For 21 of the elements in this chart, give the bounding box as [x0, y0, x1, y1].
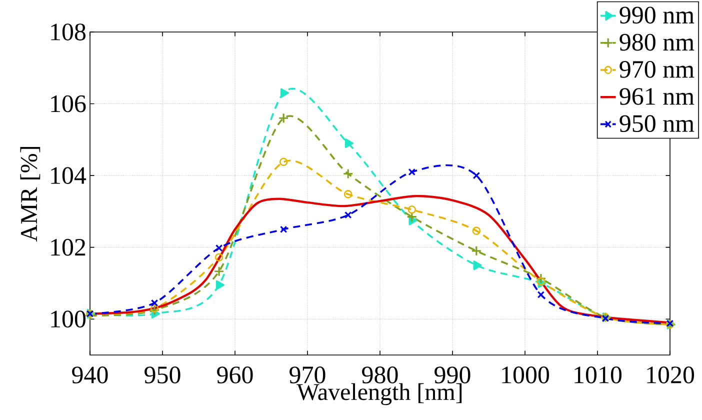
- legend-label: 950 nm: [620, 115, 694, 132]
- legend-label: 990 nm: [620, 6, 694, 24]
- y-tick-label: 106: [51, 95, 86, 112]
- x-tick-label: 960: [217, 366, 253, 384]
- x-tick-label: 950: [144, 366, 180, 384]
- x-tick-label: 980: [362, 366, 398, 384]
- x-axis-title: Wavelength [nm]: [296, 383, 462, 406]
- x-tick-label: 1000: [502, 366, 550, 384]
- legend-label: 961 nm: [620, 88, 694, 105]
- x-tick-label: 970: [290, 366, 326, 384]
- x-tick-label: 1020: [647, 366, 694, 384]
- y-tick-label: 104: [51, 167, 86, 184]
- x-tick-label: 1010: [574, 366, 622, 384]
- y-axis-title: AMR [%]: [20, 146, 40, 242]
- y-tick-label: 102: [51, 238, 86, 256]
- legend-label: 970 nm: [620, 60, 694, 78]
- legend-label: 980 nm: [620, 34, 694, 51]
- y-tick-label: 100: [51, 310, 86, 328]
- y-tick-label: 108: [51, 24, 86, 40]
- x-tick-label: 990: [434, 366, 470, 384]
- x-tick-label: 940: [72, 366, 108, 384]
